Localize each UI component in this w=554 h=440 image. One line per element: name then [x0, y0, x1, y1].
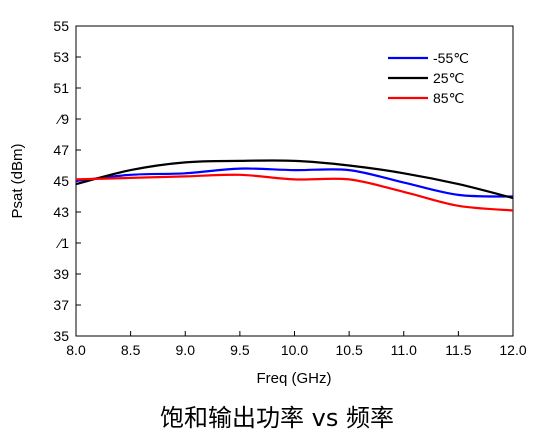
series-lines	[75, 159, 514, 212]
y-axis-title: Psat (dBm)	[9, 143, 26, 218]
x-axis: 8.0 8.5 9.0 9.5 10.0 10.5 11.0 11.5 12.0	[66, 331, 527, 358]
legend: -55℃ 25℃ 85℃	[388, 50, 469, 106]
chart-caption: 饱和输出功率 vs 频率	[160, 404, 394, 432]
y-axis: 35 37 39 ⁄1 43 45 47 ⁄9 51 53 55	[53, 18, 81, 344]
y-tick-label: ⁄9	[56, 111, 69, 127]
y-tick-label: ⁄1	[56, 235, 69, 251]
y-tick-label: 53	[53, 49, 69, 65]
legend-label: 25℃	[433, 70, 464, 86]
y-tick-label: 55	[53, 18, 69, 34]
x-tick-label: 12.0	[499, 342, 526, 358]
x-tick-label: 11.0	[391, 342, 417, 358]
x-tick-label: 10.0	[281, 342, 308, 358]
y-tick-label: 51	[53, 80, 69, 96]
y-tick-label: 43	[53, 204, 69, 220]
y-tick-label: 37	[53, 297, 69, 313]
y-tick-label: 35	[53, 328, 69, 344]
x-tick-label: 9.5	[230, 342, 250, 358]
legend-label: 85℃	[433, 90, 464, 106]
series-line-0	[75, 167, 514, 198]
legend-label: -55℃	[433, 50, 469, 66]
y-tick-label: 47	[53, 142, 69, 158]
x-tick-label: 11.5	[445, 342, 471, 358]
series-line-1	[75, 159, 514, 200]
y-tick-label: 45	[53, 173, 69, 189]
series-line-2	[75, 173, 514, 212]
x-tick-label: 8.5	[121, 342, 141, 358]
psat-chart: 8.0 8.5 9.0 9.5 10.0 10.5 11.0 11.5 12.0 35 37 39 ⁄…	[9, 18, 527, 387]
x-tick-label: 10.5	[336, 342, 363, 358]
x-tick-label: 9.0	[176, 342, 196, 358]
x-axis-title: Freq (GHz)	[257, 370, 332, 387]
y-tick-label: 39	[53, 266, 69, 282]
x-tick-label: 8.0	[66, 342, 86, 358]
